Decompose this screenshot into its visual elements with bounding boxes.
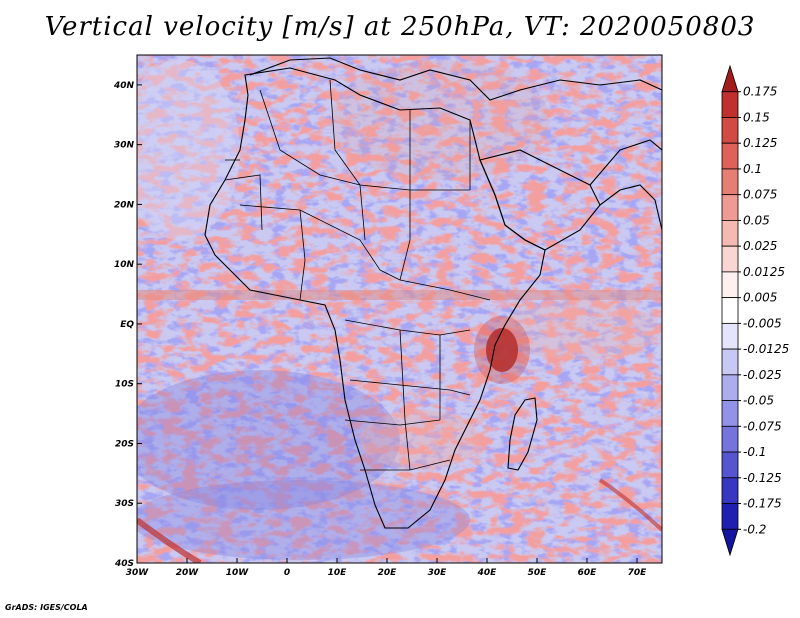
lon-tick-label: 0 <box>284 568 290 578</box>
colorbar-swatch <box>721 168 739 196</box>
lat-tick-label: 40N <box>113 81 135 91</box>
colorbar-swatch <box>721 322 739 350</box>
lat-tick-label: 30S <box>115 499 134 509</box>
lat-tick-label: EQ <box>120 320 134 330</box>
colorbar-swatch <box>721 64 739 93</box>
colorbar-label: -0.2 <box>743 522 766 536</box>
colorbar-label: 0.025 <box>743 239 777 253</box>
footer-credit: GrADS: IGES/COLA <box>5 603 88 612</box>
colorbar-swatch <box>721 503 739 530</box>
colorbar-swatch <box>721 220 739 247</box>
velocity-field <box>137 55 662 563</box>
lon-tick-label: 50E <box>528 568 548 578</box>
country-borders <box>224 79 491 471</box>
colorbar: 0.175 0.15 0.125 0.1 0.075 0.05 0.025 0.0125 0.0… <box>721 64 789 557</box>
colorbar-label: 0.15 <box>743 110 770 124</box>
colorbar-label: 0.075 <box>743 188 777 202</box>
lon-tick-label: 30W <box>126 568 150 578</box>
latitude-axis: 40S 30S 20S 10S EQ 10N 20N 30N 40N <box>113 81 142 569</box>
colorbar-label: -0.125 <box>743 471 782 485</box>
colorbar-swatch <box>721 348 739 376</box>
colorbar-swatch <box>721 297 739 324</box>
lon-tick-label: 10E <box>328 568 348 578</box>
lon-tick-label: 20E <box>378 568 398 578</box>
colorbar-swatch <box>721 91 739 118</box>
lat-tick-label: 10N <box>114 260 135 270</box>
colorbar-label: 0.05 <box>743 213 770 227</box>
colorbar-swatch <box>721 425 739 453</box>
lon-tick-label: 60E <box>578 568 598 578</box>
longitude-axis: 30W 20W 10W 0 10E 20E 30E 40E 50E 60E 70E <box>126 558 647 578</box>
colorbar-label: 0.1 <box>743 162 762 176</box>
colorbar-swatch <box>721 194 739 221</box>
colorbar-label: 0.005 <box>743 291 777 305</box>
colorbar-swatch <box>721 451 739 479</box>
colorbar-label: -0.025 <box>743 368 782 382</box>
strong-updraft-feature <box>486 328 518 372</box>
lon-tick-label: 40E <box>477 568 498 578</box>
lat-tick-label: 30N <box>114 141 135 151</box>
colorbar-swatch <box>721 400 739 427</box>
colorbar-swatch <box>721 528 739 557</box>
colorbar-label: -0.175 <box>743 497 782 511</box>
colorbar-label: -0.075 <box>743 419 782 433</box>
plot-frame <box>136 54 663 564</box>
lon-tick-label: 20W <box>176 568 200 578</box>
colorbar-label: 0.125 <box>743 136 777 150</box>
lon-tick-label: 70E <box>628 568 648 578</box>
colorbar-swatch <box>721 245 739 273</box>
colorbar-swatch <box>721 477 739 504</box>
coastlines <box>204 57 662 529</box>
lat-tick-label: 40S <box>114 559 134 569</box>
colorbar-swatch <box>721 117 739 144</box>
colorbar-label: 0.0125 <box>743 265 785 279</box>
lat-tick-label: 10S <box>115 380 134 390</box>
lon-tick-label: 30E <box>428 568 448 578</box>
lat-tick-label: 20N <box>114 200 135 210</box>
colorbar-label: -0.05 <box>743 394 774 408</box>
colorbar-swatch <box>721 374 739 401</box>
colorbar-label: 0.175 <box>743 85 777 99</box>
lat-tick-label: 20S <box>115 439 134 449</box>
colorbar-label: -0.1 <box>743 445 766 459</box>
lon-tick-label: 10W <box>226 568 250 578</box>
colorbar-label: -0.005 <box>743 316 782 330</box>
colorbar-swatch <box>721 271 739 299</box>
colorbar-swatch <box>721 142 739 170</box>
chart-title: Vertical velocity [m/s] at 250hPa, VT: 2… <box>44 12 756 42</box>
colorbar-label: -0.0125 <box>743 342 789 356</box>
